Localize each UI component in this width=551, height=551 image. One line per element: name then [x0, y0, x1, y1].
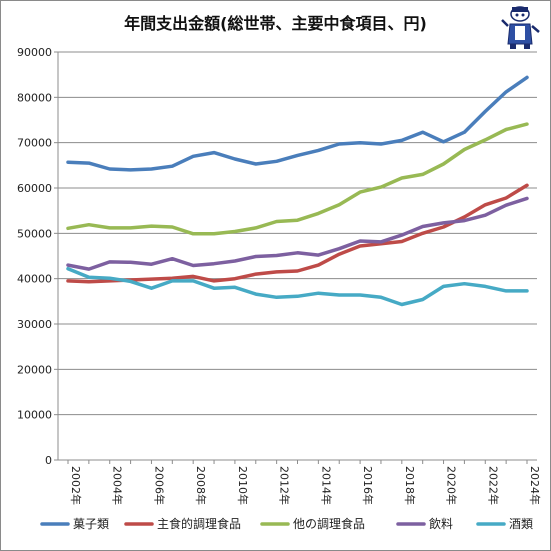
x-tick-label: 2016年 — [361, 466, 375, 505]
legend-label: 酒類 — [509, 517, 533, 531]
series-line — [66, 196, 529, 271]
x-tick-label: 2014年 — [319, 466, 333, 505]
y-tick-label: 60000 — [17, 182, 52, 195]
y-tick-label: 10000 — [17, 409, 52, 422]
y-tick-label: 0 — [45, 454, 52, 467]
chart-title: 年間支出金額(総世帯、主要中食項目、円) — [124, 14, 427, 33]
series-line — [66, 75, 529, 172]
x-tick-label: 2020年 — [445, 466, 459, 505]
series-line — [66, 122, 529, 236]
legend-label: 主食的調理食品 — [157, 516, 241, 531]
y-tick-label: 30000 — [17, 318, 52, 331]
x-tick-label: 2008年 — [194, 466, 208, 505]
x-tick-label: 2012年 — [278, 466, 292, 505]
y-tick-label: 80000 — [17, 91, 52, 104]
legend-label: 菓子類 — [73, 517, 109, 531]
y-tick-label: 20000 — [17, 363, 52, 376]
y-tick-label: 90000 — [17, 46, 52, 59]
x-tick-label: 2004年 — [111, 466, 125, 505]
mascot-logo — [501, 6, 540, 49]
x-tick-label: 2018年 — [403, 466, 417, 505]
x-tick-label: 2024年 — [528, 466, 542, 505]
y-tick-label: 50000 — [17, 227, 52, 240]
x-tick-label: 2006年 — [152, 466, 166, 505]
x-tick-label: 2010年 — [236, 466, 250, 505]
x-tick-label: 2002年 — [69, 466, 83, 505]
y-tick-label: 70000 — [17, 137, 52, 150]
legend-label: 他の調理食品 — [293, 516, 365, 531]
y-tick-label: 40000 — [17, 273, 52, 286]
x-tick-label: 2022年 — [486, 466, 500, 505]
legend-label: 飲料 — [429, 516, 453, 531]
series-line — [66, 266, 529, 307]
